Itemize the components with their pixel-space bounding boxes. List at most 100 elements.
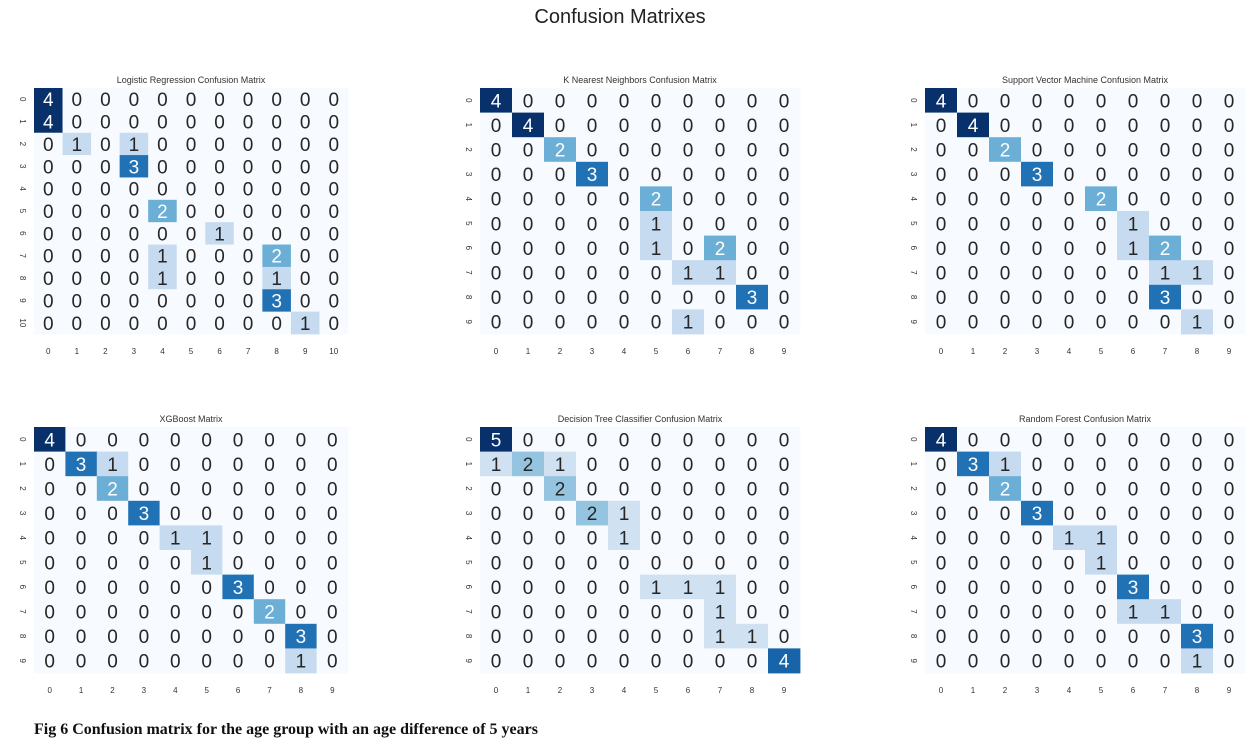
- heatmap-cell: [640, 284, 673, 310]
- heatmap-cell: [704, 525, 737, 551]
- cell-value-label: 0: [491, 165, 502, 186]
- cell-value-label: 0: [523, 288, 534, 309]
- cell-value-label: 0: [44, 627, 55, 648]
- cell-value-label: 0: [139, 652, 150, 673]
- heatmap-cell: [191, 451, 223, 477]
- cell-value-label: 0: [233, 455, 244, 476]
- cell-value-label: 2: [1160, 239, 1171, 260]
- cell-value-label: 0: [186, 135, 197, 156]
- cell-value-label: 2: [157, 202, 168, 223]
- heatmap-cell: [704, 451, 737, 477]
- cell-value-label: 0: [715, 116, 726, 137]
- cell-value-label: 0: [1032, 578, 1043, 599]
- cell-value-label: 0: [1224, 603, 1235, 624]
- heatmap-cell: [290, 311, 320, 335]
- heatmap-cell: [148, 155, 178, 178]
- x-tick-label: 6: [686, 347, 691, 356]
- heatmap-cell: [62, 311, 92, 335]
- cell-value-label: 0: [1192, 455, 1203, 476]
- heatmap-cell: [1021, 88, 1054, 113]
- heatmap-cell: [96, 550, 129, 575]
- heatmap-cell: [316, 476, 349, 502]
- cell-value-label: 0: [968, 553, 979, 574]
- heatmap-cell: [989, 309, 1022, 335]
- cell-value-label: 0: [747, 264, 758, 285]
- heatmap-cell: [319, 289, 349, 313]
- heatmap-cell: [222, 648, 255, 674]
- x-tick-label: 2: [1003, 686, 1008, 695]
- cell-value-label: 0: [1032, 430, 1043, 451]
- y-tick-label: 3: [18, 511, 27, 516]
- heatmap-cell: [316, 427, 349, 452]
- heatmap-cell: [91, 110, 121, 134]
- cell-value-label: 0: [747, 430, 758, 451]
- heatmap-cell: [672, 211, 705, 236]
- cell-value-label: 0: [1032, 480, 1043, 501]
- cell-value-label: 0: [587, 480, 598, 501]
- heatmap-cell: [290, 110, 320, 134]
- heatmap-cell: [319, 266, 349, 290]
- heatmap-cell: [544, 260, 577, 286]
- cell-value-label: 0: [968, 529, 979, 550]
- confusion-matrix-random-forest: Random Forest Confusion Matrix 4 0 0 0 0 0 0 0 0 0…: [895, 412, 1255, 695]
- heatmap-cell: [1149, 574, 1182, 600]
- cell-value-label: 0: [1096, 430, 1107, 451]
- heatmap-cell: [319, 311, 349, 335]
- cell-value-label: 1: [651, 239, 662, 260]
- heatmap-cell: [544, 599, 577, 625]
- heatmap-cell: [512, 260, 545, 286]
- cell-value-label: 0: [587, 214, 598, 235]
- cell-value-label: 0: [683, 603, 694, 624]
- cell-value-label: 1: [491, 455, 502, 476]
- y-tick-label: 8: [18, 634, 27, 639]
- heatmap-cell: [480, 112, 513, 138]
- cell-value-label: 0: [715, 652, 726, 673]
- heatmap-cell: [91, 199, 121, 223]
- cell-value-label: 3: [1032, 165, 1043, 186]
- cell-value-label: 0: [157, 90, 168, 111]
- cell-value-label: 0: [1128, 313, 1139, 334]
- cell-value-label: 0: [779, 480, 790, 501]
- cell-value-label: 0: [936, 627, 947, 648]
- heatmap-cell: [205, 110, 235, 134]
- heatmap-cell: [1149, 500, 1182, 526]
- heatmap-cell: [1085, 525, 1118, 551]
- cell-value-label: 0: [587, 264, 598, 285]
- x-tick-label: 9: [303, 347, 308, 356]
- cell-value-label: 1: [1128, 214, 1139, 235]
- cell-value-label: 0: [100, 224, 111, 245]
- cell-value-label: 0: [170, 603, 181, 624]
- cell-value-label: 0: [271, 90, 282, 111]
- cell-value-label: 0: [157, 291, 168, 312]
- heatmap-cell: [1085, 476, 1118, 502]
- heatmap-cell: [925, 309, 958, 335]
- cell-value-label: 0: [72, 224, 83, 245]
- cell-value-label: 0: [555, 116, 566, 137]
- cell-value-label: 0: [651, 313, 662, 334]
- cell-value-label: 0: [271, 135, 282, 156]
- cell-value-label: 0: [214, 314, 225, 335]
- cell-value-label: 0: [936, 214, 947, 235]
- x-tick-label: 5: [654, 347, 659, 356]
- cell-value-label: 0: [523, 603, 534, 624]
- cell-value-label: 0: [328, 113, 339, 134]
- cell-value-label: 0: [327, 553, 338, 574]
- heatmap-cell: [736, 211, 769, 236]
- cell-value-label: 3: [968, 455, 979, 476]
- heatmap-cell: [736, 161, 769, 187]
- heatmap-cell: [62, 177, 92, 201]
- heatmap-cell: [96, 427, 129, 452]
- heatmap-cell: [512, 623, 545, 649]
- cell-value-label: 0: [651, 529, 662, 550]
- cell-value-label: 0: [43, 269, 54, 290]
- heatmap-cell: [704, 648, 737, 674]
- heatmap-cell: [640, 186, 673, 212]
- heatmap-cell: [1117, 235, 1150, 261]
- cell-value-label: 0: [1192, 214, 1203, 235]
- heatmap-cell: [148, 311, 178, 335]
- cell-value-label: 0: [76, 578, 87, 599]
- cell-value-label: 0: [715, 455, 726, 476]
- cell-value-label: 0: [1064, 553, 1075, 574]
- heatmap-cell: [1149, 525, 1182, 551]
